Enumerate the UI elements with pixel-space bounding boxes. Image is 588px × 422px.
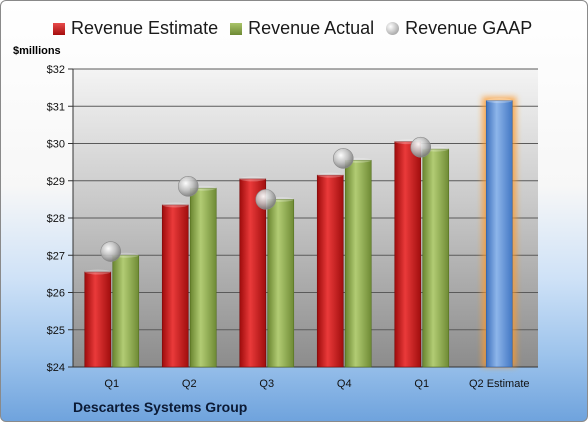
marker-revenue-gaap — [332, 148, 354, 169]
bar-revenue-actual — [189, 187, 217, 368]
marker-revenue-gaap — [410, 136, 432, 158]
bar-revenue-estimate — [84, 271, 112, 368]
bar-revenue-estimate-cap — [162, 202, 189, 208]
x-tick-label: Q2 — [182, 378, 197, 390]
legend-item-revenue-estimate: Revenue Estimate — [53, 18, 218, 39]
legend-swatch-gray-circle — [386, 22, 400, 35]
x-tick-label: Q3 — [259, 378, 274, 390]
legend-swatch-green — [230, 22, 243, 35]
legend-label: Revenue Actual — [248, 18, 375, 38]
y-tick-label: $25 — [47, 325, 65, 337]
bar-revenue-estimate-cap — [317, 172, 344, 178]
x-tick-label: Q4 — [337, 378, 352, 390]
legend-label: Revenue Estimate — [71, 18, 219, 38]
y-axis-label: $millions — [13, 45, 61, 57]
y-tick-label: $32 — [47, 64, 65, 76]
y-tick-label: $24 — [47, 362, 65, 374]
y-tick-label: $31 — [47, 101, 65, 113]
bar-revenue-estimate — [161, 204, 189, 368]
legend-label: Revenue GAAP — [405, 18, 533, 38]
bar-revenue-estimate-future — [485, 100, 513, 368]
legend-swatch-red — [53, 22, 65, 35]
bar-revenue-estimate-future-cap — [486, 98, 513, 104]
legend: Revenue Estimate Revenue Actual Revenue … — [53, 18, 544, 39]
marker-revenue-gaap — [100, 241, 122, 262]
bar-revenue-actual — [112, 254, 140, 368]
y-tick-label: $30 — [47, 139, 65, 151]
bar-revenue-actual — [422, 148, 450, 368]
y-tick-label: $28 — [47, 213, 65, 225]
bar-revenue-estimate-cap — [239, 176, 266, 182]
y-tick-label: $29 — [47, 176, 65, 188]
bar-revenue-estimate — [316, 174, 344, 368]
bar-revenue-estimate-cap — [84, 269, 111, 275]
company-name: Descartes Systems Group — [73, 399, 248, 415]
x-tick-label: Q2 Estimate — [469, 378, 530, 390]
y-tick-label: $26 — [47, 288, 65, 300]
bar-revenue-estimate — [239, 178, 267, 368]
legend-item-revenue-actual: Revenue Actual — [230, 18, 374, 39]
legend-item-revenue-gaap: Revenue GAAP — [386, 18, 532, 39]
x-tick-label: Q1 — [414, 378, 429, 390]
bar-revenue-actual — [267, 199, 295, 368]
marker-revenue-gaap — [255, 189, 277, 210]
bar-revenue-estimate — [394, 141, 422, 368]
y-tick-label: $27 — [47, 250, 65, 262]
marker-revenue-gaap — [177, 176, 199, 197]
x-tick-label: Q1 — [104, 378, 119, 390]
bar-revenue-actual — [344, 159, 372, 368]
